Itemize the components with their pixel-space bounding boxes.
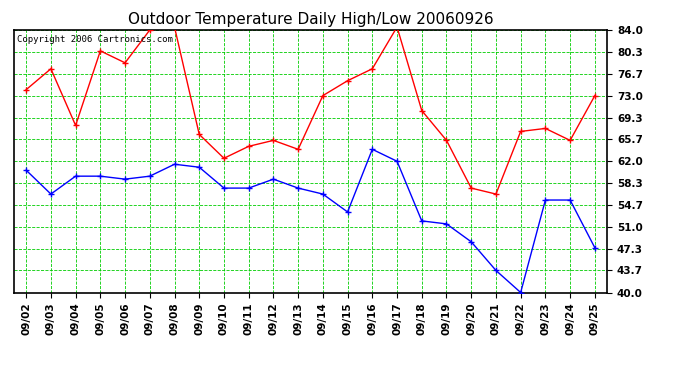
Text: Copyright 2006 Cartronics.com: Copyright 2006 Cartronics.com <box>17 35 172 44</box>
Title: Outdoor Temperature Daily High/Low 20060926: Outdoor Temperature Daily High/Low 20060… <box>128 12 493 27</box>
